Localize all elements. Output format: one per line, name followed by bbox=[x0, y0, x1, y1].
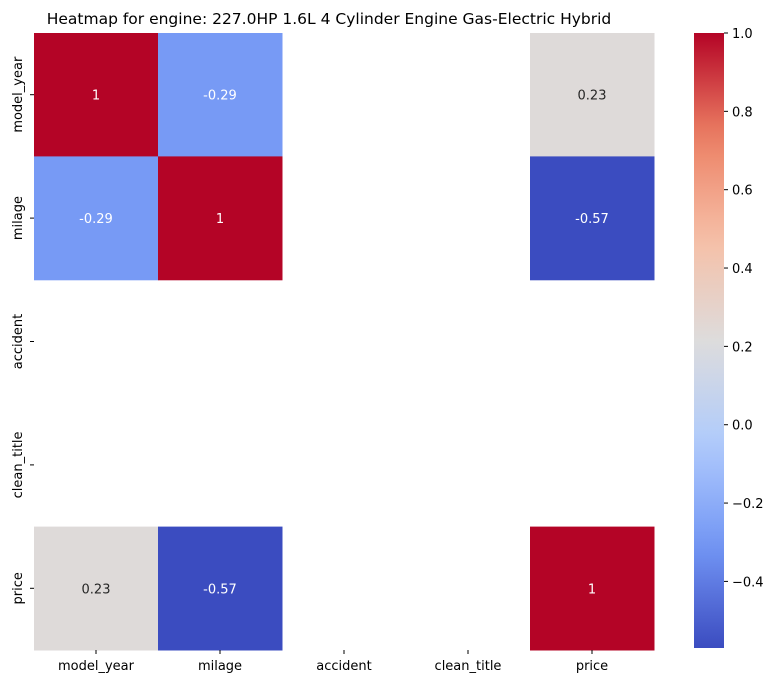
x-tick-label: clean_title bbox=[435, 659, 502, 674]
cell-annotation: 0.23 bbox=[82, 582, 111, 597]
y-tick-label: accident bbox=[11, 314, 26, 369]
heatmap-cell bbox=[158, 526, 283, 651]
colorbar-tick-label: 0.8 bbox=[732, 105, 753, 120]
heatmap-cell bbox=[530, 156, 655, 281]
cell-annotation: -0.57 bbox=[575, 212, 609, 227]
colorbar: 1.0 0.8 0.6 0.4 0.2 0.0 −0.2 −0.4 bbox=[694, 27, 764, 648]
cell-annotation: 0.23 bbox=[578, 89, 607, 104]
colorbar-tick-label: 0.6 bbox=[732, 184, 753, 199]
cell-annotation: -0.57 bbox=[203, 582, 237, 597]
heatmap-cell bbox=[34, 156, 159, 281]
heatmap-cell bbox=[530, 526, 655, 651]
heatmap-cells bbox=[34, 33, 655, 651]
colorbar-tick-label: 0.4 bbox=[732, 262, 753, 277]
colorbar-tick-label: 1.0 bbox=[732, 27, 753, 42]
heatmap-cell bbox=[34, 33, 159, 157]
y-tick-label: clean_title bbox=[11, 431, 26, 498]
y-tick-label: price bbox=[11, 572, 26, 604]
colorbar-gradient bbox=[694, 33, 724, 648]
x-tick-label: accident bbox=[316, 659, 371, 674]
colorbar-tick-label: 0.2 bbox=[732, 340, 753, 355]
y-tick-label: model_year bbox=[11, 56, 26, 133]
heatmap-cell bbox=[530, 33, 655, 157]
x-axis-ticks: model_year milage accident clean_title price bbox=[58, 650, 608, 674]
colorbar-tick-label: −0.4 bbox=[732, 575, 764, 590]
cell-annotation: -0.29 bbox=[79, 212, 113, 227]
heatmap-cell bbox=[158, 156, 283, 281]
x-tick-label: milage bbox=[198, 659, 242, 674]
y-tick-label: milage bbox=[11, 196, 26, 240]
heatmap-cell bbox=[34, 526, 159, 651]
chart-title: Heatmap for engine: 227.0HP 1.6L 4 Cylin… bbox=[47, 10, 612, 28]
x-tick-label: model_year bbox=[58, 659, 135, 674]
cell-annotation: 1 bbox=[588, 582, 596, 597]
cell-annotation: 1 bbox=[92, 89, 100, 104]
cell-annotations: 1 -0.29 0.23 -0.29 1 -0.57 0.23 -0.57 1 bbox=[79, 89, 609, 598]
colorbar-tick-label: 0.0 bbox=[732, 419, 753, 434]
cell-annotation: -0.29 bbox=[203, 89, 237, 104]
cell-annotation: 1 bbox=[216, 212, 224, 227]
colorbar-tick-label: −0.2 bbox=[732, 497, 764, 512]
heatmap-cell bbox=[158, 33, 283, 157]
x-tick-label: price bbox=[576, 659, 608, 674]
